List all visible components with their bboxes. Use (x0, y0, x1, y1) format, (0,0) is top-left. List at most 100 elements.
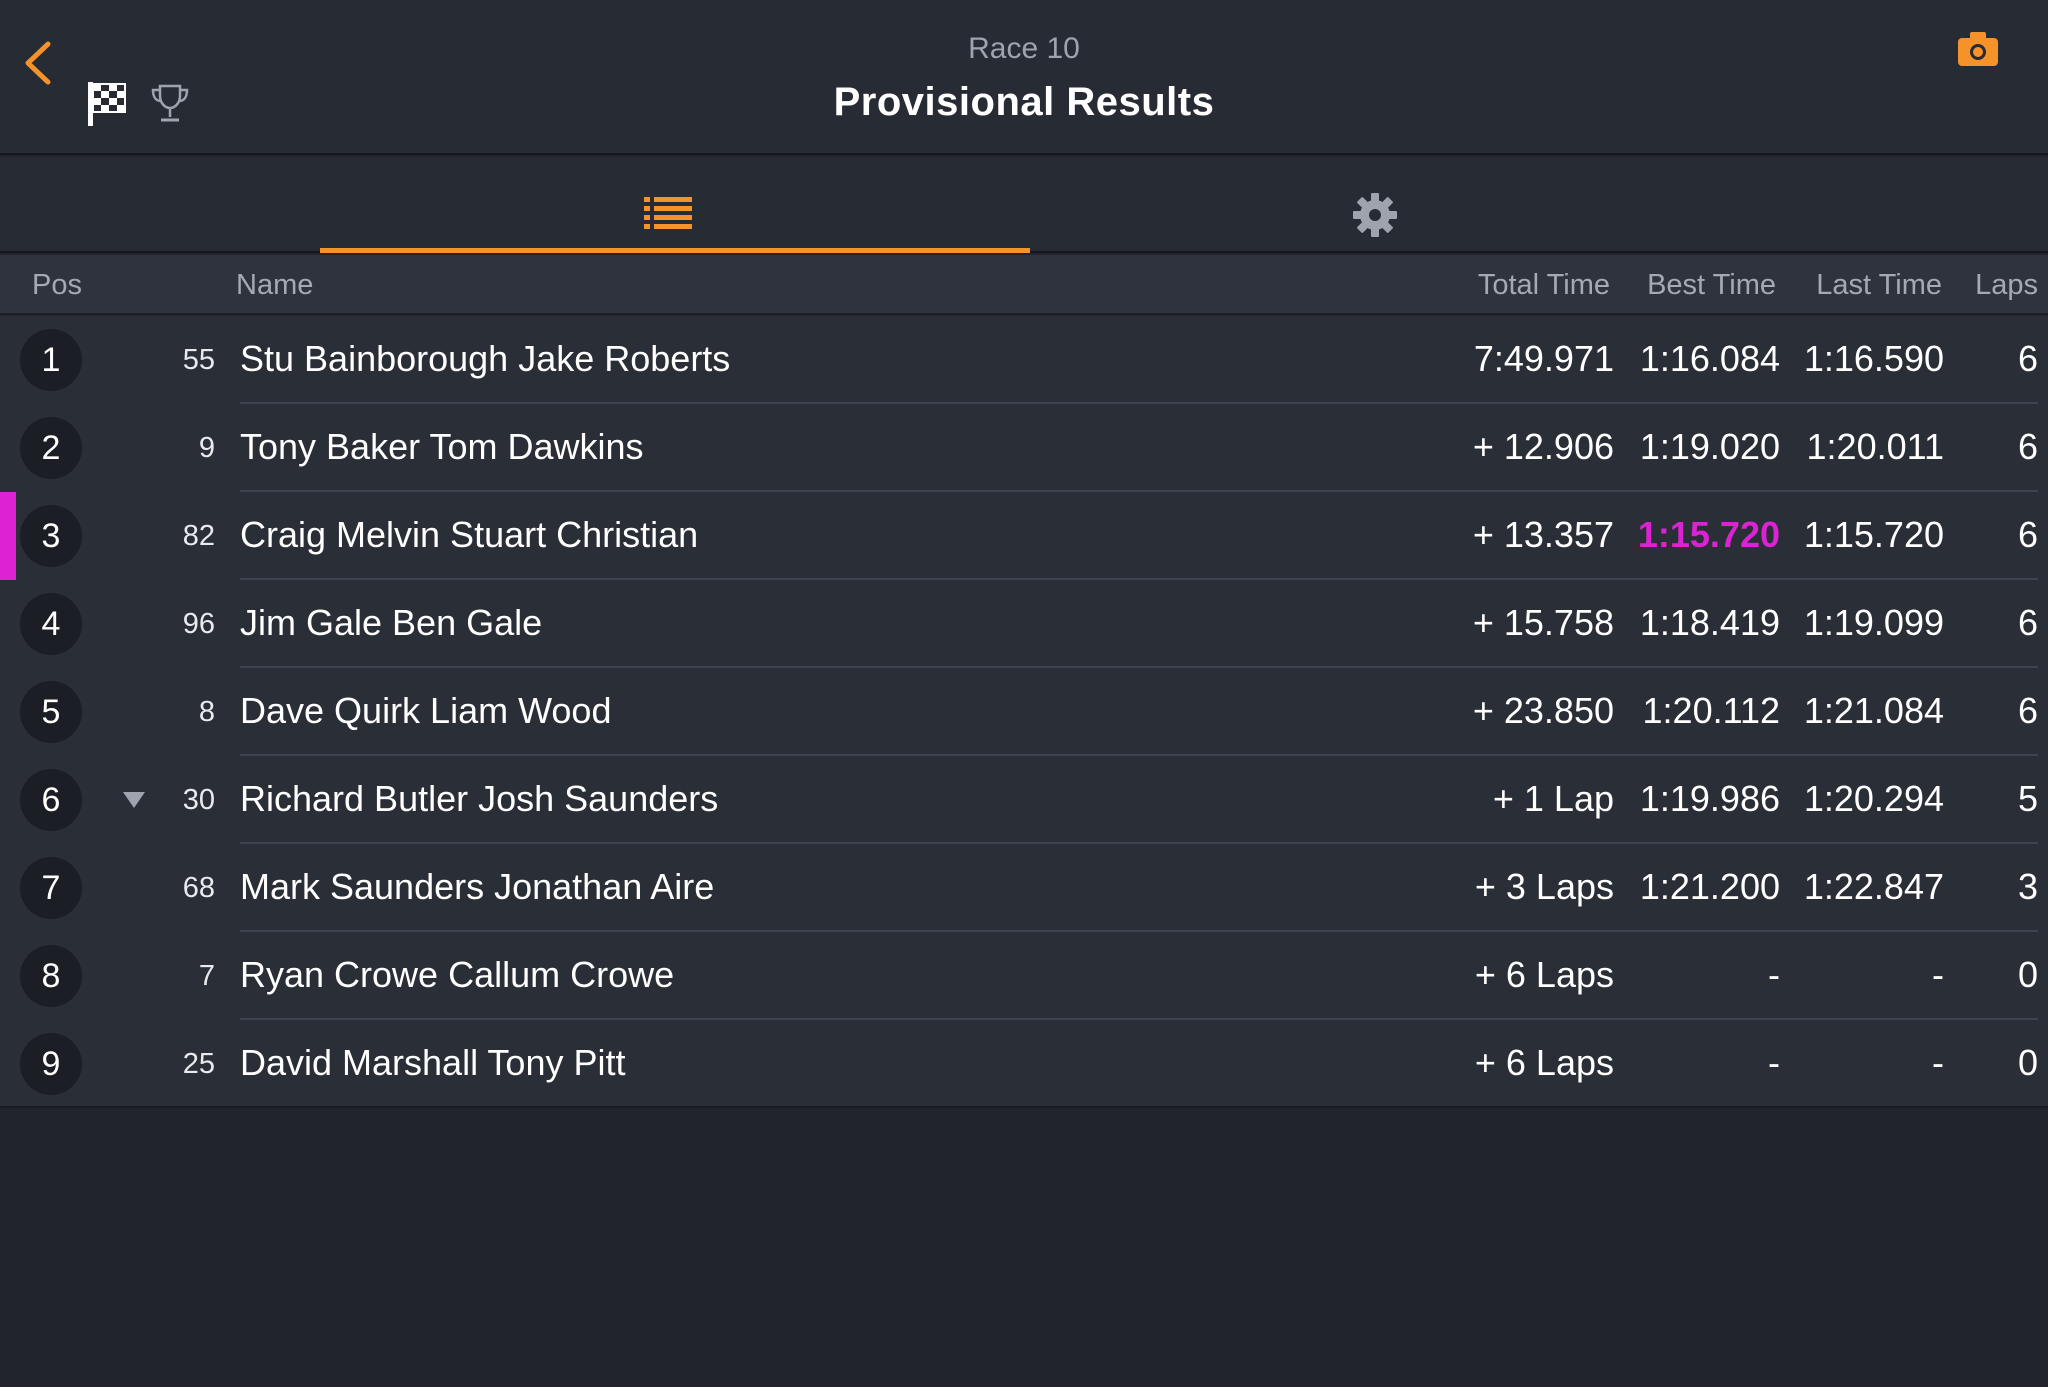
driver-name: Craig Melvin Stuart Christian (240, 514, 699, 555)
car-number: 82 (182, 520, 215, 552)
laps: 6 (2017, 690, 2038, 731)
total-time: + 12.906 (1472, 426, 1614, 467)
column-header: Pos Name Total Time Best Time Last Time … (0, 255, 2048, 315)
page-title: Provisional Results (833, 80, 1215, 124)
best-time: 1:21.200 (1639, 866, 1780, 907)
camera-button[interactable] (1956, 30, 2000, 68)
laps: 5 (2017, 778, 2038, 819)
table-row[interactable]: 7 68 Mark Saunders Jonathan Aire + 3 Lap… (0, 844, 2048, 932)
best-time: 1:18.419 (1639, 602, 1780, 643)
position-badge: 8 (20, 945, 82, 1007)
results-table: 1 55 Stu Bainborough Jake Roberts 7:49.9… (0, 316, 2048, 1108)
car-number: 25 (182, 1048, 215, 1080)
driver-name: Stu Bainborough Jake Roberts (240, 338, 731, 379)
driver-name: David Marshall Tony Pitt (240, 1042, 626, 1083)
driver-name: Jim Gale Ben Gale (240, 602, 543, 643)
last-time: 1:20.294 (1803, 778, 1944, 819)
table-row[interactable]: 1 55 Stu Bainborough Jake Roberts 7:49.9… (0, 316, 2048, 404)
best-time: 1:20.112 (1642, 690, 1780, 731)
car-number: 68 (182, 872, 215, 904)
table-row[interactable]: 2 9 Tony Baker Tom Dawkins + 12.906 1:19… (0, 404, 2048, 492)
position-badge: 5 (20, 681, 82, 743)
triangle-down-icon (123, 792, 145, 808)
checkered-flag-icon[interactable] (86, 80, 132, 128)
position-badge: 3 (20, 505, 82, 567)
best-time: - (1768, 954, 1780, 995)
last-time: 1:20.011 (1806, 426, 1944, 467)
last-time: 1:22.847 (1803, 866, 1944, 907)
table-row[interactable]: 5 8 Dave Quirk Liam Wood + 23.850 1:20.1… (0, 668, 2048, 756)
laps: 0 (2017, 1042, 2038, 1083)
laps: 3 (2017, 866, 2038, 907)
gear-icon (1353, 193, 1397, 237)
row-divider (240, 930, 2038, 932)
position-badge: 7 (20, 857, 82, 919)
total-time: + 15.758 (1472, 602, 1614, 643)
car-number: 9 (198, 432, 215, 464)
position-badge: 4 (20, 593, 82, 655)
driver-name: Tony Baker Tom Dawkins (240, 426, 644, 467)
row-divider (0, 1106, 2048, 1108)
position-badge: 6 (20, 769, 82, 831)
table-row[interactable]: 4 96 Jim Gale Ben Gale + 15.758 1:18.419… (0, 580, 2048, 668)
total-time: + 23.850 (1472, 690, 1614, 731)
last-time: 1:19.099 (1803, 602, 1944, 643)
race-label: Race 10 (968, 32, 1080, 65)
driver-name: Mark Saunders Jonathan Aire (240, 866, 715, 907)
row-divider (240, 490, 2038, 492)
best-time: 1:19.020 (1639, 426, 1780, 467)
col-name[interactable]: Name (236, 269, 314, 301)
total-time: + 13.357 (1472, 514, 1614, 555)
col-laps[interactable]: Laps (1975, 269, 2038, 301)
camera-icon[interactable] (1956, 30, 2000, 68)
tab-results-list[interactable] (318, 157, 1030, 253)
table-row[interactable]: 6 30 Richard Butler Josh Saunders + 1 La… (0, 756, 2048, 844)
tab-bar (0, 157, 2048, 253)
total-time: + 6 Laps (1474, 954, 1614, 995)
row-divider (240, 1018, 2038, 1020)
last-time: - (1932, 954, 1944, 995)
top-bar: Race 10 Provisional Results (0, 0, 2048, 155)
laps: 6 (2017, 602, 2038, 643)
laps: 6 (2017, 338, 2038, 379)
table-row[interactable]: 8 7 Ryan Crowe Callum Crowe + 6 Laps - -… (0, 932, 2048, 1020)
back-button[interactable] (18, 38, 58, 88)
best-time: 1:19.986 (1639, 778, 1780, 819)
last-time: - (1932, 1042, 1944, 1083)
selected-tab-indicator (320, 248, 1030, 253)
laps: 6 (2017, 426, 2038, 467)
total-time: 7:49.971 (1473, 338, 1614, 379)
position-badge: 2 (20, 417, 82, 479)
driver-name: Richard Butler Josh Saunders (240, 778, 719, 819)
best-time-fastest: 1:15.720 (1637, 514, 1780, 555)
table-row[interactable]: 9 25 David Marshall Tony Pitt + 6 Laps -… (0, 1020, 2048, 1108)
best-time: 1:16.084 (1639, 338, 1780, 379)
tab-settings[interactable] (1020, 157, 1732, 253)
col-total-time[interactable]: Total Time (1477, 269, 1610, 301)
row-divider (240, 402, 2038, 404)
car-number: 96 (182, 608, 215, 640)
position-badge: 9 (20, 1033, 82, 1095)
best-time: - (1768, 1042, 1780, 1083)
laps: 6 (2017, 514, 2038, 555)
row-divider (240, 754, 2038, 756)
back-chevron-icon[interactable] (18, 38, 58, 88)
laps: 0 (2017, 954, 2038, 995)
trophy-icon[interactable] (148, 82, 192, 126)
list-icon (644, 197, 692, 229)
total-time: + 6 Laps (1474, 1042, 1614, 1083)
car-number: 7 (198, 960, 215, 992)
table-row[interactable]: 3 82 Craig Melvin Stuart Christian + 13.… (0, 492, 2048, 580)
position-badge: 1 (20, 329, 82, 391)
car-number: 8 (198, 696, 215, 728)
row-divider (240, 578, 2038, 580)
col-best-time[interactable]: Best Time (1647, 269, 1776, 301)
car-number: 30 (182, 784, 215, 816)
total-time: + 3 Laps (1474, 866, 1614, 907)
col-pos[interactable]: Pos (32, 269, 82, 301)
last-time: 1:15.720 (1803, 514, 1944, 555)
row-divider (240, 666, 2038, 668)
car-number: 55 (182, 344, 215, 376)
fastest-lap-marker (0, 492, 16, 580)
col-last-time[interactable]: Last Time (1816, 269, 1942, 301)
